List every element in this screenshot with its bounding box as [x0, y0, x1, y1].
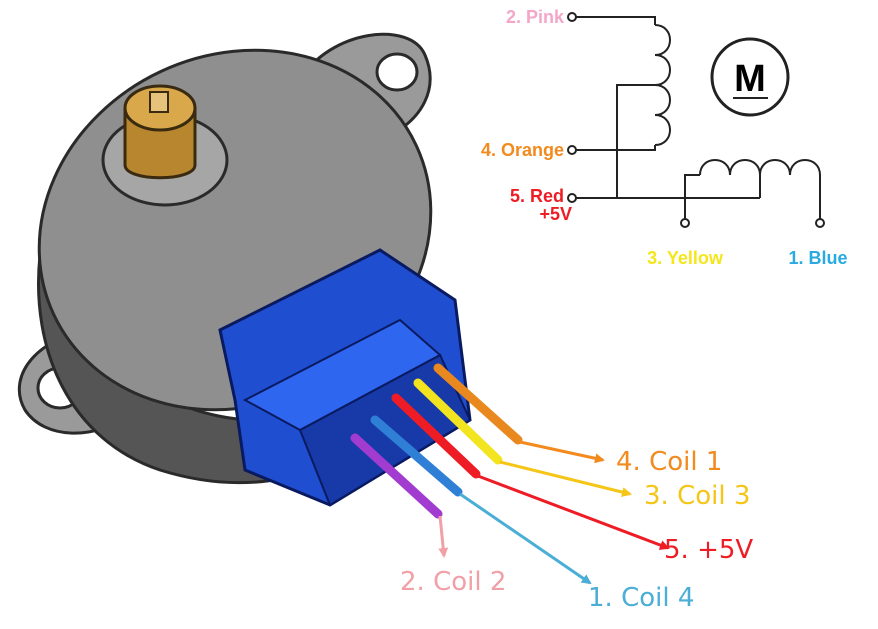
label-coil-4: 1. Coil 4: [588, 583, 694, 613]
coil-vertical: [654, 24, 671, 146]
stepper-motor-illustration: [18, 32, 472, 507]
connector-housing-top: [242, 318, 442, 432]
motor-wires: [350, 363, 523, 519]
mounting-hole-top: [375, 52, 419, 92]
shaft-flat: [149, 91, 169, 113]
label-coil-3: 3. Coil 3: [644, 481, 750, 511]
wire-blue: [370, 415, 463, 497]
schematic: [567, 12, 825, 228]
pin-label-blue: 1. Blue: [788, 248, 847, 268]
label-coil-1: 4. Coil 1: [616, 447, 722, 477]
wire-orange: [433, 363, 523, 445]
pin-label-orange: 4. Orange: [481, 140, 564, 160]
arrow-5v: [477, 474, 670, 550]
center-tap-vertical: [616, 84, 655, 198]
coil-vertical-wire-bottom: [576, 145, 656, 151]
arrow-coil-4: [459, 492, 592, 585]
coil-horizontal: [699, 159, 821, 176]
terminal-pink: [567, 12, 577, 22]
motor-symbol-letter: M: [734, 58, 766, 100]
terminal-yellow: [680, 218, 690, 228]
arrow-coil-2: [438, 515, 449, 558]
coil-horizontal-left-lead: [684, 174, 700, 219]
arrow-coil-1: [519, 440, 605, 464]
wire-yellow: [413, 378, 503, 465]
pin-label-yellow: 3. Yellow: [647, 248, 724, 268]
pin-label-red: 5. Red: [510, 186, 564, 206]
coil-vertical-wire-top: [576, 16, 656, 25]
terminal-orange: [567, 145, 577, 155]
terminal-blue: [815, 218, 825, 228]
wire-purple: [350, 433, 443, 519]
pointer-arrows: [438, 440, 670, 585]
terminal-red: [567, 193, 577, 203]
label-coil-2: 2. Coil 2: [400, 567, 506, 597]
pin-label-red-5v: +5V: [539, 204, 572, 224]
pin-label-pink: 2. Pink: [506, 7, 565, 27]
label-5v: 5. +5V: [664, 535, 753, 565]
wire-red: [391, 393, 481, 479]
arrow-coil-3: [499, 460, 632, 497]
motor-symbol-circle: [710, 37, 790, 117]
